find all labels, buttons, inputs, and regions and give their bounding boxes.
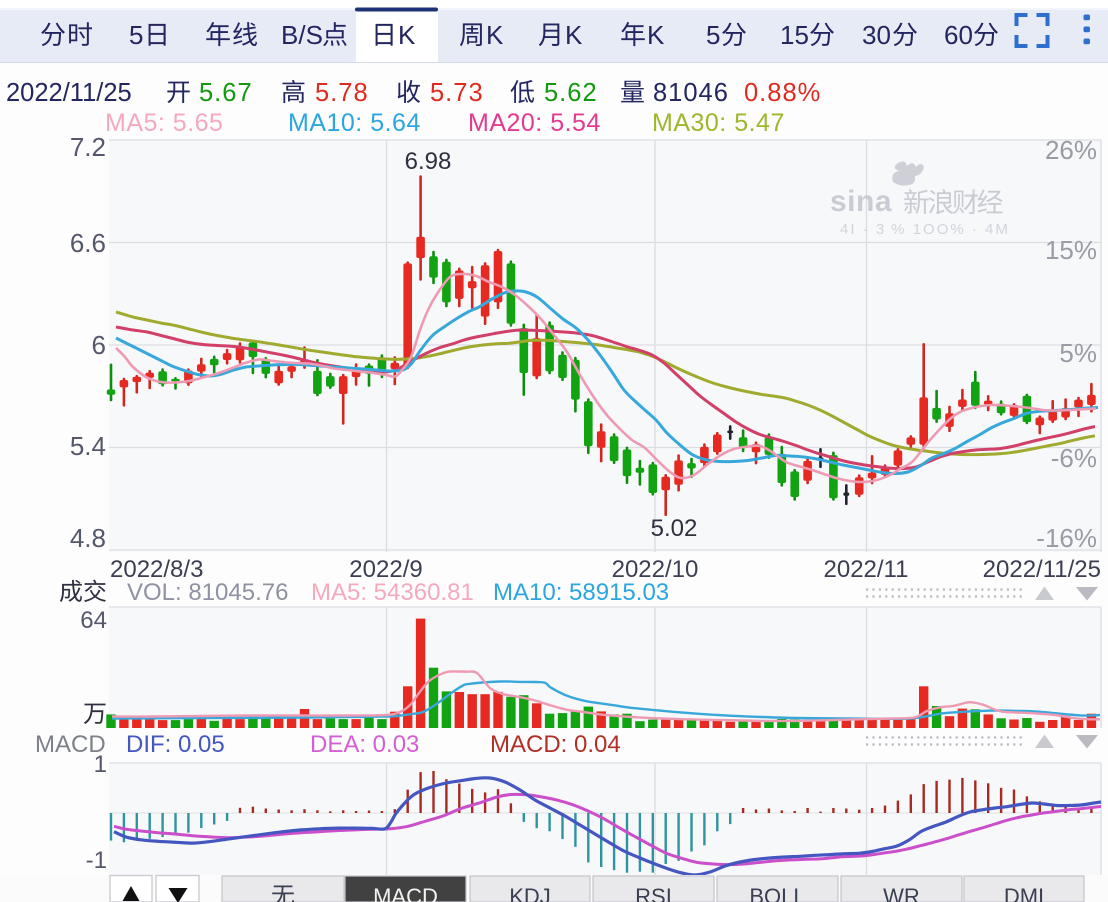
svg-text:5.02: 5.02	[651, 515, 698, 542]
svg-text:15%: 15%	[1045, 235, 1097, 265]
svg-text:0.88%: 0.88%	[744, 79, 821, 107]
svg-text:K: K	[565, 20, 583, 50]
svg-text:2022/11: 2022/11	[824, 556, 909, 583]
svg-text:MACD: MACD	[35, 731, 106, 758]
svg-text:sina: sina	[830, 185, 892, 218]
svg-text:64: 64	[80, 607, 107, 634]
svg-text:15: 15	[780, 20, 809, 50]
svg-text:4.8: 4.8	[70, 523, 106, 553]
svg-text:2022/11/25: 2022/11/25	[6, 79, 132, 107]
svg-text:MACD: MACD	[373, 884, 438, 902]
svg-text:5.4: 5.4	[70, 431, 106, 461]
svg-text:-16%: -16%	[1036, 523, 1097, 553]
svg-text:MACD: 0.04: MACD: 0.04	[490, 731, 621, 758]
svg-text:VOL: 81045.76: VOL: 81045.76	[127, 579, 288, 606]
svg-text:-6%: -6%	[1051, 443, 1097, 473]
svg-text:2022/8/3: 2022/8/3	[110, 556, 203, 583]
svg-text:MA20: 5.54: MA20: 5.54	[468, 109, 601, 137]
svg-text:DMI: DMI	[1004, 884, 1044, 902]
svg-text:6: 6	[92, 330, 106, 360]
svg-text:B/S: B/S	[281, 20, 323, 50]
svg-text:81046: 81046	[653, 79, 729, 107]
svg-text:MA10: 58915.03: MA10: 58915.03	[493, 579, 669, 606]
svg-text:26%: 26%	[1045, 135, 1097, 165]
svg-text:BOLL: BOLL	[749, 884, 805, 902]
svg-text:5.78: 5.78	[315, 79, 369, 107]
svg-text:5.67: 5.67	[199, 79, 253, 107]
svg-text:MA10: 5.64: MA10: 5.64	[288, 109, 421, 137]
svg-text:5%: 5%	[1059, 338, 1097, 368]
svg-text:K: K	[647, 20, 665, 50]
svg-text:2022/10: 2022/10	[612, 556, 699, 583]
svg-text:1: 1	[94, 751, 107, 778]
svg-text:6.6: 6.6	[70, 228, 106, 258]
svg-text:DIF: 0.05: DIF: 0.05	[126, 731, 225, 758]
svg-text:60: 60	[944, 20, 973, 50]
svg-text:MA5: 5.65: MA5: 5.65	[105, 109, 223, 137]
svg-text:5.73: 5.73	[430, 79, 484, 107]
svg-text:DEA: 0.03: DEA: 0.03	[310, 731, 419, 758]
svg-text:K: K	[486, 20, 504, 50]
svg-text:5: 5	[129, 20, 143, 50]
svg-text:KDJ: KDJ	[509, 884, 551, 902]
svg-text:MA5: 54360.81: MA5: 54360.81	[311, 579, 474, 606]
svg-text:30: 30	[862, 20, 891, 50]
svg-text:2022/9: 2022/9	[349, 556, 422, 583]
svg-text:MA30: 5.47: MA30: 5.47	[652, 109, 785, 137]
svg-text:K: K	[398, 20, 416, 50]
svg-text:2022/11/25: 2022/11/25	[983, 556, 1101, 583]
svg-text:RSI: RSI	[635, 884, 672, 902]
svg-text:-1: -1	[86, 847, 107, 874]
svg-text:7.2: 7.2	[70, 132, 106, 162]
svg-text:6.98: 6.98	[405, 148, 452, 175]
svg-text:WR: WR	[883, 884, 920, 902]
svg-text:5.62: 5.62	[544, 79, 598, 107]
svg-text:5: 5	[706, 20, 720, 50]
svg-text:4I · 3 % 1OO% · 4M: 4I · 3 % 1OO% · 4M	[840, 221, 1010, 238]
